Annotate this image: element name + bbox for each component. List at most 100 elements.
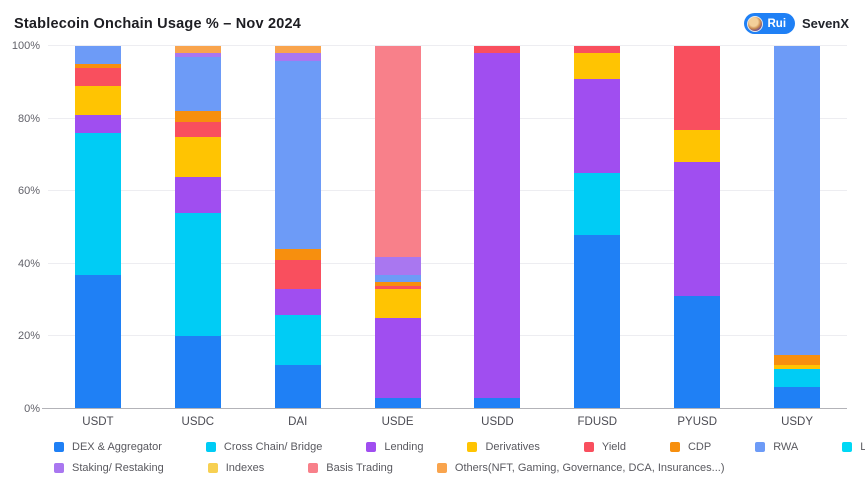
bar-segment[interactable]	[74, 115, 121, 134]
bar-segment[interactable]	[674, 46, 721, 130]
legend-item[interactable]: Others(NFT, Gaming, Governance, DCA, Ins…	[436, 462, 725, 474]
bar-cell	[248, 46, 348, 409]
bar-dai[interactable]	[274, 46, 321, 409]
bar-segment[interactable]	[574, 78, 621, 174]
legend-label: RWA	[773, 441, 799, 453]
legend-swatch-icon	[54, 463, 64, 473]
legend-label: Launchpad	[860, 441, 865, 453]
gridline	[48, 45, 847, 46]
x-axis-line	[42, 408, 847, 409]
x-tick-label: USDD	[481, 416, 514, 428]
bar-segment[interactable]	[574, 234, 621, 409]
bar-segment[interactable]	[374, 46, 421, 257]
bar-segment[interactable]	[174, 122, 221, 137]
bar-segment[interactable]	[774, 369, 821, 388]
bar-segment[interactable]	[174, 336, 221, 409]
legend-item[interactable]: Lending	[366, 441, 423, 453]
bar-segment[interactable]	[374, 289, 421, 319]
bar-segment[interactable]	[474, 46, 521, 54]
bar-segment[interactable]	[374, 274, 421, 282]
bar-cell	[547, 46, 647, 409]
legend-item[interactable]: CDP	[669, 441, 711, 453]
legend-swatch-icon	[583, 442, 594, 452]
bar-segment[interactable]	[174, 53, 221, 57]
legend-swatch-icon	[207, 463, 218, 473]
bar-segment[interactable]	[674, 129, 721, 163]
bar-segment[interactable]	[274, 289, 321, 315]
legend-item[interactable]: Launchpad	[842, 441, 865, 453]
bar-segment[interactable]	[374, 281, 421, 286]
legend-item[interactable]: Yield	[583, 441, 626, 453]
bar-cell	[647, 46, 747, 409]
bar-segment[interactable]	[574, 53, 621, 79]
rui-pill[interactable]: Rui	[744, 13, 796, 34]
legend-swatch-icon	[436, 463, 447, 473]
brand-badge[interactable]: Rui SevenX	[744, 13, 849, 34]
bar-segment[interactable]	[274, 249, 321, 261]
bar-segment[interactable]	[374, 256, 421, 275]
bar-cell	[48, 46, 148, 409]
bar-segment[interactable]	[574, 173, 621, 235]
bar-segment[interactable]	[274, 314, 321, 366]
bar-segment[interactable]	[274, 60, 321, 250]
bar-segment[interactable]	[274, 53, 321, 61]
bar-segment[interactable]	[774, 387, 821, 409]
bar-usde[interactable]	[374, 46, 421, 409]
x-tick-label: FDUSD	[577, 416, 618, 428]
x-tick-label: USDC	[181, 416, 215, 428]
bar-usdt[interactable]	[74, 46, 121, 409]
legend-item[interactable]: RWA	[755, 441, 798, 453]
legend-swatch-icon	[669, 442, 680, 452]
legend-item[interactable]: Basis Trading	[308, 462, 393, 474]
legend-item[interactable]: Indexes	[207, 462, 264, 474]
gridline	[48, 117, 847, 119]
bar-cell	[348, 46, 448, 409]
bar-segment[interactable]	[174, 46, 221, 54]
bar-segment[interactable]	[374, 285, 421, 290]
bar-segment[interactable]	[274, 365, 321, 409]
legend-item[interactable]: DEX & Aggregator	[54, 441, 162, 453]
bar-segment[interactable]	[574, 46, 621, 54]
bar-segment[interactable]	[374, 398, 421, 409]
page-title: Stablecoin Onchain Usage % – Nov 2024	[14, 15, 302, 32]
bar-segment[interactable]	[174, 213, 221, 337]
bar-segment[interactable]	[74, 46, 121, 65]
bar-segment[interactable]	[74, 133, 121, 275]
bar-segment[interactable]	[774, 46, 821, 355]
bar-segment[interactable]	[174, 136, 221, 177]
bar-segment[interactable]	[374, 318, 421, 399]
bar-segment[interactable]	[274, 46, 321, 54]
bar-segment[interactable]	[674, 162, 721, 297]
bar-segment[interactable]	[674, 296, 721, 409]
bar-segment[interactable]	[774, 365, 821, 370]
bar-segment[interactable]	[474, 53, 521, 399]
bar-segment[interactable]	[274, 260, 321, 290]
bar-segment[interactable]	[774, 354, 821, 366]
bar-pyusd[interactable]	[674, 46, 721, 409]
legend-swatch-icon	[366, 442, 377, 452]
legend-swatch-icon	[467, 442, 478, 452]
legend-item[interactable]: Derivatives	[467, 441, 540, 453]
legend-swatch-icon	[842, 442, 853, 452]
bar-segment[interactable]	[174, 111, 221, 123]
bar-segment[interactable]	[474, 398, 521, 409]
gridline	[48, 262, 847, 264]
x-axis-labels: USDT USDC DAI USDE USDD FDUSD PYUSD USDY	[48, 416, 847, 428]
bar-segment[interactable]	[174, 56, 221, 112]
bar-usdc[interactable]	[174, 46, 221, 409]
bar-usdy[interactable]	[774, 46, 821, 409]
bar-segment[interactable]	[74, 64, 121, 68]
bar-segment[interactable]	[74, 85, 121, 115]
chart-plot-area: 0% 20% 40% 60% 80% 100%	[12, 40, 847, 415]
bar-segment[interactable]	[74, 274, 121, 409]
bar-fdusd[interactable]	[574, 46, 621, 409]
legend-item[interactable]: Cross Chain/ Bridge	[205, 441, 322, 453]
bar-usdd[interactable]	[474, 46, 521, 409]
legend-label: DEX & Aggregator	[72, 441, 162, 453]
bar-segment[interactable]	[74, 67, 121, 86]
bar-cell	[148, 46, 248, 409]
legend-swatch-icon	[205, 442, 216, 452]
legend-item[interactable]: Staking/ Restaking	[54, 462, 164, 474]
bar-segment[interactable]	[174, 176, 221, 213]
y-tick-label: 60%	[17, 185, 40, 198]
